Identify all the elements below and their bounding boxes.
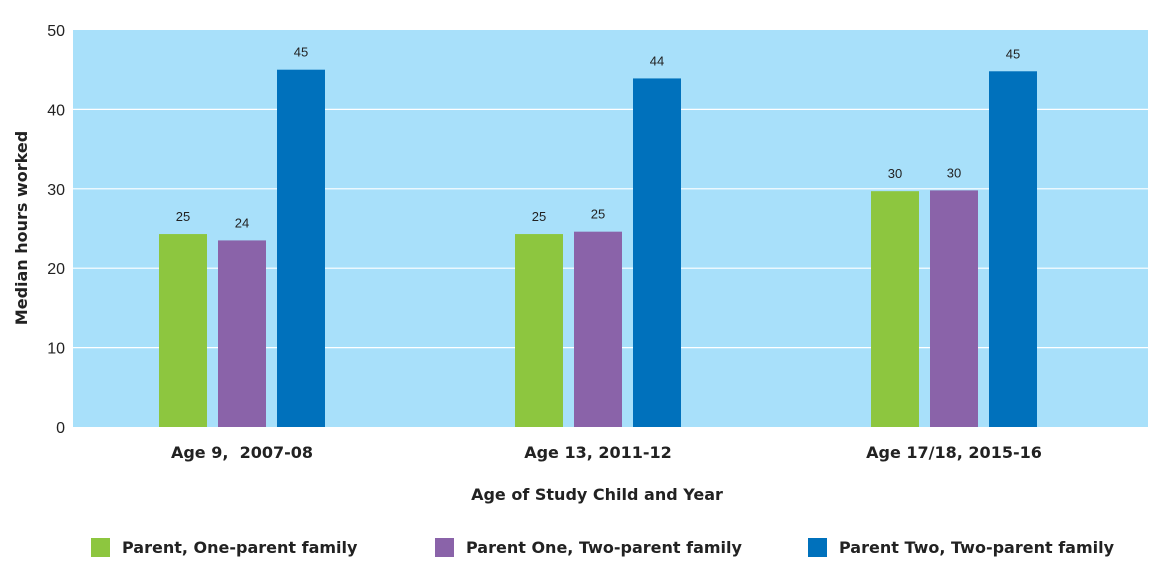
y-tick-label: 30 xyxy=(47,182,65,199)
bars xyxy=(159,69,1037,428)
bar xyxy=(989,71,1037,428)
legend-item-parent-two: Parent Two, Two-parent family xyxy=(808,538,1114,557)
category-label: Age 9, 2007-08 xyxy=(171,443,313,462)
y-tick-label: 50 xyxy=(47,23,65,40)
data-label: 25 xyxy=(591,207,605,222)
bar xyxy=(930,190,978,427)
bar xyxy=(633,78,681,428)
data-label: 24 xyxy=(235,215,249,230)
legend-swatch-parent-two xyxy=(808,538,827,557)
bar xyxy=(218,240,266,427)
y-tick-labels: 0 10 20 30 40 50 xyxy=(47,23,65,437)
category-label: Age 13, 2011-12 xyxy=(524,443,672,462)
legend-item-one-parent: Parent, One-parent family xyxy=(91,538,357,557)
y-axis-title: Median hours worked xyxy=(12,131,31,325)
bar xyxy=(871,191,919,427)
y-tick-label: 10 xyxy=(47,341,65,358)
legend-label-one-parent: Parent, One-parent family xyxy=(122,538,358,557)
legend: Parent, One-parent family Parent One, Tw… xyxy=(0,538,1149,565)
legend-label-parent-two: Parent Two, Two-parent family xyxy=(839,538,1115,557)
legend-label-parent-one: Parent One, Two-parent family xyxy=(466,538,742,557)
data-label: 25 xyxy=(176,209,190,224)
bar xyxy=(159,234,207,427)
data-label: 44 xyxy=(650,53,664,68)
legend-item-parent-one: Parent One, Two-parent family xyxy=(435,538,742,557)
bar xyxy=(277,69,325,427)
data-label: 45 xyxy=(1006,46,1020,61)
y-tick-label: 20 xyxy=(47,261,65,278)
legend-swatch-one-parent xyxy=(91,538,110,557)
bar xyxy=(574,231,622,427)
x-axis-title: Age of Study Child and Year xyxy=(471,485,723,504)
chart: 0 10 20 30 40 50 25 24 45 25 25 44 30 30 45 Age 9, 20… xyxy=(12,23,1148,504)
data-label: 45 xyxy=(294,45,308,60)
y-tick-label: 0 xyxy=(56,420,65,437)
data-label: 25 xyxy=(532,209,546,224)
legend-swatch-parent-one xyxy=(435,538,454,557)
category-labels: Age 9, 2007-08 Age 13, 2011-12 Age 17/18, … xyxy=(171,443,1042,462)
data-labels: 25 24 45 25 25 44 30 30 45 xyxy=(176,45,1020,231)
y-tick-label: 40 xyxy=(47,102,65,119)
bar xyxy=(515,234,563,427)
data-label: 30 xyxy=(947,165,961,180)
category-label: Age 17/18, 2015-16 xyxy=(866,443,1042,462)
data-label: 30 xyxy=(888,166,902,181)
